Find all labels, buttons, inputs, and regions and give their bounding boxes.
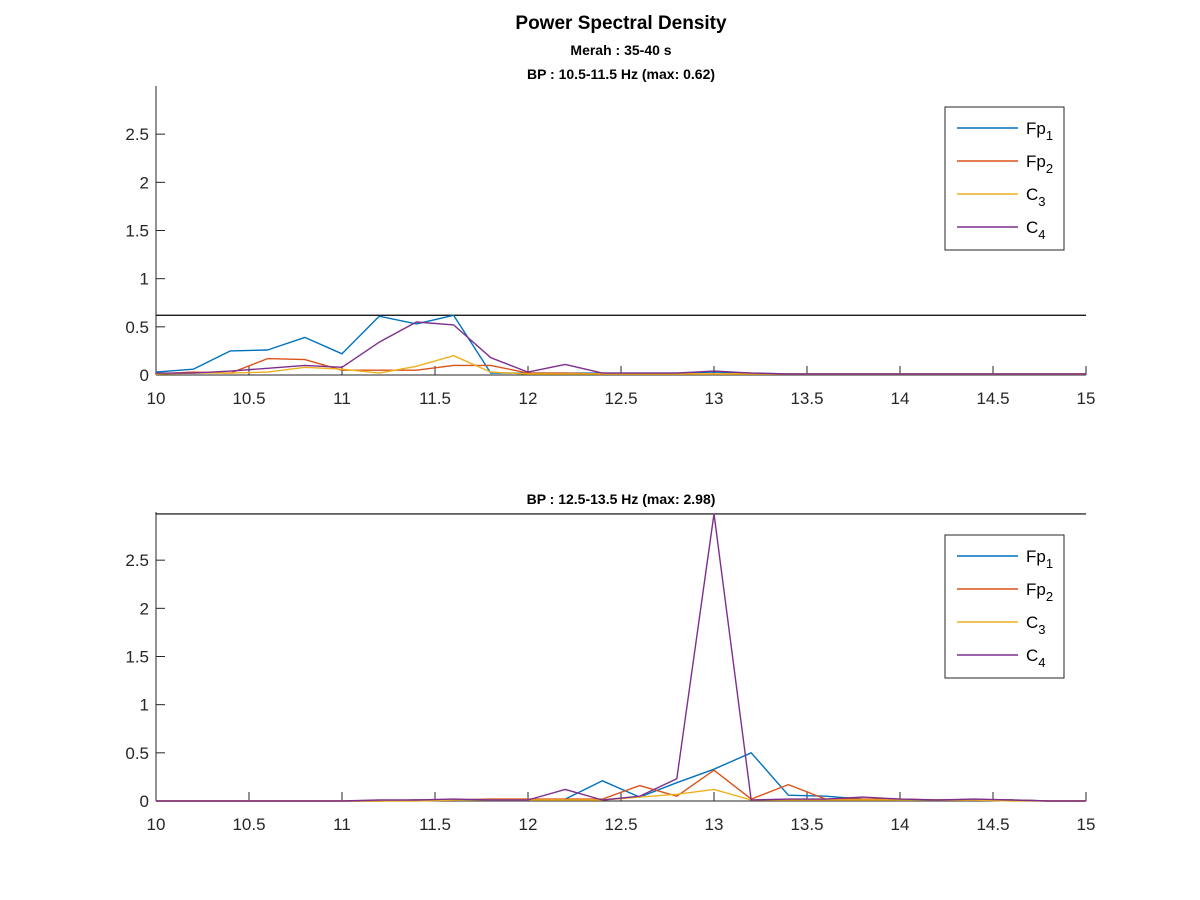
y-tick-label: 1.5 [125,648,149,667]
x-tick-label: 11 [333,815,351,834]
legend-label: C4 [1026,218,1046,242]
x-tick-label: 14.5 [976,815,1009,834]
plot-title-2: BP : 12.5-13.5 Hz (max: 2.98) [527,491,716,507]
y-tick-label: 1 [140,696,149,715]
y-tick-label: 2.5 [125,551,149,570]
x-tick-label: 15 [1077,389,1096,408]
x-tick-label: 14.5 [976,389,1009,408]
x-tick-label: 11.5 [419,815,451,834]
x-tick-label: 10.5 [232,389,265,408]
y-tick-label: 1 [140,270,149,289]
series-line-c4 [156,513,1086,802]
x-tick-label: 11.5 [419,389,451,408]
x-tick-label: 14 [891,389,910,408]
y-tick-label: 0.5 [125,744,149,763]
legend-box [944,534,1065,679]
legend: Fp1 Fp2 C3 C4 [944,534,1065,679]
x-tick-label: 11 [333,389,351,408]
x-tick-label: 13 [705,389,724,408]
x-tick-label: 13.5 [790,815,823,834]
psd-plot-1: 10 10.5 11 11.5 12 12.5 13 13.5 14 14.5 1500.511.5… [125,86,1095,408]
y-tick-label: 0 [140,792,149,811]
legend-label: Fp1 [1026,547,1053,571]
x-tick-label: 12 [519,389,538,408]
y-tick-label: 2.5 [125,125,149,144]
legend-label: C3 [1026,185,1046,209]
x-tick-label: 12 [519,815,538,834]
x-tick-label: 14 [891,815,910,834]
x-tick-label: 10.5 [232,815,265,834]
legend: Fp1 Fp2 C3 C4 [944,106,1065,251]
figure-subtitle: Merah : 35-40 s [570,42,671,58]
x-tick-label: 13.5 [790,389,823,408]
legend-box [944,106,1065,251]
series-line-c4 [156,321,1086,375]
figure-title: Power Spectral Density [515,13,727,34]
legend-label: Fp2 [1026,152,1053,176]
plot-title-1: BP : 10.5-11.5 Hz (max: 0.62) [527,66,715,82]
y-tick-label: 0.5 [125,318,149,337]
x-tick-label: 13 [705,815,724,834]
legend-label: C4 [1026,646,1046,670]
legend-label: Fp1 [1026,119,1053,143]
legend-label: C3 [1026,613,1046,637]
psd-plot-2: 10 10.5 11 11.5 12 12.5 13 13.5 14 14.5 1500.511.5… [125,512,1095,834]
y-tick-label: 2 [140,599,149,618]
x-tick-label: 15 [1077,815,1096,834]
y-tick-label: 0 [140,366,149,385]
y-tick-label: 1.5 [125,222,149,241]
legend-label: Fp2 [1026,580,1053,604]
y-tick-label: 2 [140,173,149,192]
x-tick-label: 10 [147,389,166,408]
x-tick-label: 10 [147,815,166,834]
x-tick-label: 12.5 [604,389,637,408]
x-tick-label: 12.5 [604,815,637,834]
